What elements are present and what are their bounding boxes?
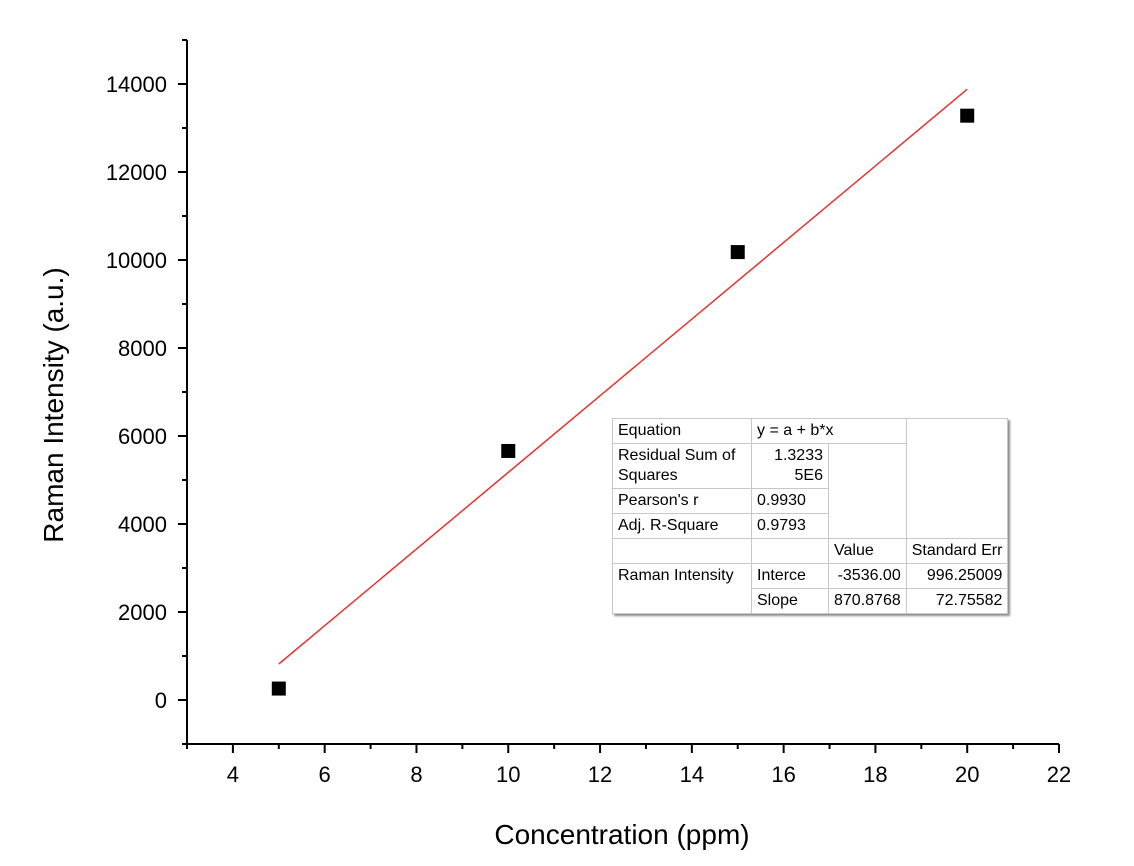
data-point [501,443,516,458]
data-points [271,108,975,696]
pearson-row: Pearson's r 0.9930 [612,488,1008,514]
intercept-label: Interce [751,563,829,589]
y-tick-label: 10000 [106,248,167,273]
x-tick-label: 4 [227,762,239,787]
x-tick-label: 14 [680,762,704,787]
pearson-label: Pearson's r [612,488,752,514]
adjr2-label: Adj. R-Square [612,513,752,539]
equation-value: y = a + b*x [751,418,907,444]
empty-cell [828,443,907,539]
axes [186,40,1059,745]
fit-line-group [278,88,968,665]
pearson-value: 0.9930 [751,488,829,514]
y-tick-label: 6000 [118,424,167,449]
x-axis-title: Concentration (ppm) [494,819,749,850]
x-tick-label: 8 [410,762,422,787]
stderr-column-header: Standard Err [905,538,1009,564]
data-point [730,245,745,260]
x-tick-label: 20 [955,762,979,787]
y-tick-label: 2000 [118,600,167,625]
y-tick-label: 8000 [118,336,167,361]
x-tick-label: 12 [588,762,612,787]
value-column-header: Value [828,538,907,564]
equation-label: Equation [612,418,752,444]
data-point [271,681,286,696]
intercept-value: -3536.00 [828,563,907,589]
adjr2-value: 0.9793 [751,513,829,539]
y-axis-title: Raman Intensity (a.u.) [38,267,69,542]
intercept-row: Raman Intensity Interce -3536.00 996.250… [612,563,1009,614]
rss-value: 1.3233 5E6 [751,443,829,489]
data-point [960,108,975,123]
x-tick-label: 10 [496,762,520,787]
x-axis-ticks: 4 6 8 10 12 14 16 18 20 22 [186,744,1071,787]
x-tick-label: 6 [319,762,331,787]
intercept-stderr: 996.25009 [905,563,1009,589]
slope-stderr: 72.75582 [905,588,1009,614]
y-axis-ticks: 0 2000 4000 6000 8000 10000 12000 14000 [106,39,187,745]
slope-value: 870.8768 [828,588,907,614]
empty-cell [751,538,829,564]
header-row: Value Standard Err [612,538,1009,564]
x-tick-label: 16 [771,762,795,787]
slope-label: Slope [751,588,829,614]
y-tick-label: 4000 [118,512,167,537]
x-tick-label: 18 [863,762,887,787]
y-tick-label: 0 [155,688,167,713]
x-tick-label: 22 [1047,762,1071,787]
equation-row: Equation y = a + b*x [612,418,1009,539]
slope-row: Slope 870.8768 72.75582 [613,588,1009,614]
empty-cell [905,418,1009,539]
series-label: Raman Intensity [612,563,752,614]
empty-cell [612,538,752,564]
y-tick-label: 14000 [106,72,167,97]
rss-row: Residual Sum of Squares 1.3233 5E6 [612,443,1008,539]
y-tick-label: 12000 [106,160,167,185]
fit-line [278,88,968,665]
linear-fit-table: Equation y = a + b*x Residual Sum of Squ… [612,418,1009,614]
rss-label: Residual Sum of Squares [612,443,752,489]
